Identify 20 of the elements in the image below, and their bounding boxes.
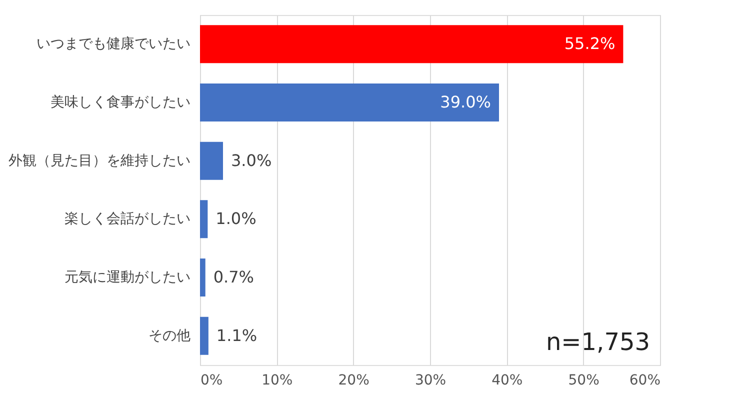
x-tick-label: 60% [629,372,660,388]
y-tick-label: 楽しく会話がしたい [64,211,190,228]
data-label: 1.0% [216,209,256,228]
x-tick-label: 0% [200,372,223,388]
y-tick-label: 外観（見た目）を維持したい [8,152,190,169]
y-tick-label: いつまでも健康でいたい [36,36,190,52]
x-tick-label: 30% [414,372,446,388]
y-tick-label: 元気に運動がしたい [64,270,190,286]
annotation: n=1,753 [546,328,650,356]
x-tick-label: 40% [492,372,523,388]
y-tick-label: 美味しく食事がしたい [50,94,190,110]
data-label: 1.1% [216,326,258,345]
y-tick-label: その他 [148,328,190,344]
data-label: 3.0% [231,150,272,170]
data-label: 0.7% [213,268,254,286]
x-tick-label: 10% [262,372,293,388]
x-tick-label: 20% [338,372,370,388]
x-tick-label: 50% [568,372,600,388]
data-label: 39.0% [440,92,491,112]
data-label: 55.2% [564,34,616,54]
